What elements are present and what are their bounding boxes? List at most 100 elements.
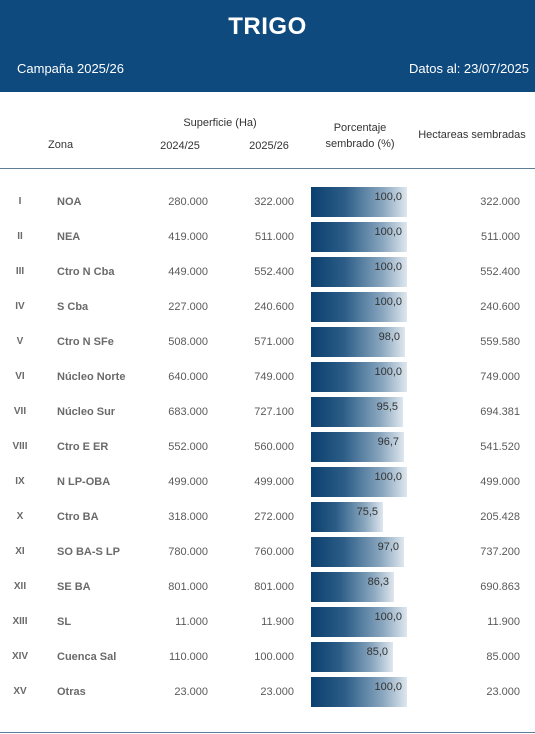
table-row: XII SE BA 801.000 801.000 86,3 690.863 [0, 572, 535, 607]
percent-sown-value: 100,0 [374, 296, 402, 308]
zone-number: XII [13, 581, 27, 592]
zone-name: S Cba [57, 301, 89, 313]
percent-sown-value: 100,0 [374, 226, 402, 238]
percent-sown-value: 100,0 [374, 611, 402, 623]
zone-number: I [18, 196, 22, 207]
area-2024-25: 110.000 [169, 651, 208, 663]
area-2024-25: 318.000 [168, 511, 208, 523]
zone-number: III [15, 266, 25, 277]
area-2024-25: 640.000 [168, 371, 208, 383]
zone-number: X [16, 511, 24, 522]
table-row: X Ctro BA 318.000 272.000 75,5 205.428 [0, 502, 535, 537]
zone-name: Ctro E ER [57, 441, 109, 453]
table-row: VIII Ctro E ER 552.000 560.000 96,7 541.520 [0, 432, 535, 467]
header-divider [0, 168, 535, 169]
hectares-sown: 240.600 [480, 301, 520, 313]
percent-sown-cell: 100,0 [311, 187, 407, 217]
hectares-sown: 85.000 [486, 651, 520, 663]
percent-sown-cell: 97,0 [311, 537, 407, 567]
hectares-sown: 737.200 [480, 546, 520, 558]
area-2025-26: 322.000 [254, 196, 294, 208]
zone-number: IV [15, 301, 25, 312]
area-2025-26: 571.000 [254, 336, 294, 348]
hectares-sown: 499.000 [480, 476, 520, 488]
zone-number: XI [15, 546, 25, 557]
percent-sown-cell: 86,3 [311, 572, 407, 602]
zone-name: SE BA [57, 581, 91, 593]
table-row: II NEA 419.000 511.000 100,0 511.000 [0, 222, 535, 257]
percent-sown-value: 86,3 [367, 576, 389, 588]
data-table-body: I NOA 280.000 322.000 100,0 322.000 II NEA 419.0… [0, 187, 535, 712]
zone-number: XV [13, 686, 27, 697]
zone-number: VII [13, 406, 27, 417]
zone-number: VI [15, 371, 25, 382]
area-2025-26: 272.000 [254, 511, 294, 523]
percent-sown-bar [311, 257, 407, 287]
hectares-sown: 690.863 [480, 581, 520, 593]
page-title: TRIGO [228, 13, 307, 40]
column-header-porcentaje: Porcentaje sembrado (%) [325, 122, 395, 150]
zone-name: Ctro N Cba [57, 266, 115, 278]
area-2024-25: 780.000 [168, 546, 208, 558]
percent-sown-cell: 98,0 [311, 327, 407, 357]
header-banner: TRIGO Campaña 2025/26 Datos al: 23/07/20… [0, 0, 535, 92]
percent-sown-bar [311, 502, 383, 532]
hectares-sown: 749.000 [480, 371, 520, 383]
area-2025-26: 560.000 [254, 441, 294, 453]
area-2025-26: 552.400 [254, 266, 294, 278]
zone-name: NOA [57, 196, 82, 208]
area-2024-25: 227.000 [168, 301, 208, 313]
percent-sown-bar [311, 187, 407, 217]
data-date-label: Datos al: 23/07/2025 [409, 61, 529, 76]
area-2025-26: 23.000 [260, 686, 294, 698]
percent-sown-value: 75,5 [356, 506, 378, 518]
percent-sown-value: 100,0 [374, 681, 402, 693]
table-row: XI SO BA-S LP 780.000 760.000 97,0 737.200 [0, 537, 535, 572]
zone-number: XIII [12, 616, 28, 627]
hectares-sown: 23.000 [486, 686, 520, 698]
zone-number: XIV [11, 651, 29, 662]
hectares-sown: 511.000 [481, 231, 520, 243]
area-2024-25: 280.000 [168, 196, 208, 208]
area-2025-26: 511.000 [255, 231, 294, 243]
zone-number: II [17, 231, 23, 242]
column-header-superficie: Superficie (Ha) [183, 117, 257, 129]
table-row: V Ctro N SFe 508.000 571.000 98,0 559.580 [0, 327, 535, 362]
area-2024-25: 552.000 [168, 441, 208, 453]
campaign-label: Campaña 2025/26 [17, 61, 124, 76]
table-row: XIV Cuenca Sal 110.000 100.000 85,0 85.000 [0, 642, 535, 677]
percent-sown-cell: 85,0 [311, 642, 407, 672]
area-2024-25: 11.000 [175, 616, 208, 628]
zone-name: N LP-OBA [57, 476, 111, 488]
percent-sown-bar [311, 292, 407, 322]
percent-sown-cell: 95,5 [311, 397, 407, 427]
area-2024-25: 449.000 [168, 266, 208, 278]
zone-name: Núcleo Norte [57, 371, 126, 383]
zone-name: NEA [57, 231, 81, 243]
area-2025-26: 100.000 [254, 651, 294, 663]
percent-sown-bar [311, 327, 405, 357]
area-2025-26: 727.100 [254, 406, 294, 418]
area-2024-25: 801.000 [168, 581, 208, 593]
percent-sown-cell: 100,0 [311, 222, 407, 252]
area-2025-26: 11.900 [261, 616, 294, 628]
footer-divider [0, 732, 535, 733]
table-row: III Ctro N Cba 449.000 552.400 100,0 552.400 [0, 257, 535, 292]
table-row: I NOA 280.000 322.000 100,0 322.000 [0, 187, 535, 222]
percent-sown-cell: 100,0 [311, 467, 407, 497]
zone-number: VIII [12, 441, 28, 452]
zone-number: IX [15, 476, 25, 487]
percent-sown-value: 98,0 [378, 331, 400, 343]
hectares-sown: 694.381 [480, 406, 520, 418]
zone-name: Núcleo Sur [57, 406, 116, 418]
area-2024-25: 419.000 [168, 231, 208, 243]
percent-sown-cell: 96,7 [311, 432, 407, 462]
percent-sown-cell: 75,5 [311, 502, 407, 532]
percent-sown-bar [311, 607, 407, 637]
table-row: IV S Cba 227.000 240.600 100,0 240.600 [0, 292, 535, 327]
zone-name: SO BA-S LP [57, 546, 120, 558]
percent-sown-cell: 100,0 [311, 292, 407, 322]
percent-sown-bar [311, 677, 407, 707]
percent-sown-value: 100,0 [374, 191, 402, 203]
percent-sown-bar [311, 397, 403, 427]
